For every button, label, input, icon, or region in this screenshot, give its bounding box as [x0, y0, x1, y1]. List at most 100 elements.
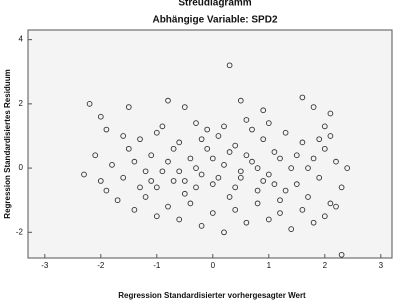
point	[249, 126, 255, 133]
point	[237, 168, 244, 175]
point	[305, 165, 311, 171]
point	[109, 162, 115, 168]
point	[215, 133, 222, 139]
point	[293, 152, 300, 159]
point	[277, 197, 283, 204]
point	[288, 165, 295, 171]
point	[176, 139, 183, 146]
point	[92, 152, 99, 159]
point	[170, 145, 177, 152]
point	[153, 184, 160, 191]
point	[125, 145, 132, 152]
point	[254, 165, 261, 171]
point	[305, 194, 311, 200]
point	[193, 184, 199, 191]
point	[204, 145, 211, 152]
point	[327, 133, 334, 139]
point	[193, 165, 199, 171]
point	[131, 206, 138, 213]
point	[333, 158, 339, 165]
point	[97, 178, 104, 184]
point	[288, 226, 295, 232]
point	[226, 194, 233, 200]
point	[159, 168, 166, 175]
point	[254, 200, 261, 207]
point	[299, 206, 306, 213]
x-tick-label: 3	[379, 261, 384, 270]
point	[299, 94, 306, 101]
point	[209, 210, 216, 216]
point	[198, 171, 205, 178]
point	[137, 136, 143, 143]
point	[137, 184, 143, 191]
y-tick-label: -2	[16, 227, 24, 236]
y-axis-label: Regression Standardisiertes Residuum	[3, 69, 12, 218]
point	[260, 107, 267, 114]
point	[232, 184, 239, 191]
point	[338, 184, 345, 191]
point	[282, 187, 289, 194]
point	[265, 171, 272, 178]
point	[321, 213, 328, 220]
point	[282, 129, 289, 136]
point	[299, 139, 306, 146]
chart-title: Streudiagramm	[178, 0, 251, 9]
point	[209, 155, 216, 162]
point	[321, 145, 328, 152]
point	[97, 113, 104, 120]
point	[293, 181, 300, 187]
point	[254, 187, 261, 194]
point	[221, 229, 227, 236]
point	[237, 97, 244, 104]
y-tick-label: 0	[19, 163, 24, 172]
point	[232, 142, 239, 149]
point	[310, 219, 317, 226]
point	[125, 104, 132, 110]
point	[209, 181, 216, 187]
point	[321, 123, 328, 130]
point	[159, 123, 166, 130]
point	[103, 126, 110, 133]
point	[187, 155, 194, 162]
point	[310, 104, 317, 110]
point	[260, 136, 267, 143]
point	[153, 213, 160, 220]
chart-subtitle: Abhängige Variable: SPD2	[152, 15, 277, 26]
point	[221, 123, 227, 130]
point	[142, 168, 149, 175]
point	[103, 187, 110, 194]
x-tick-label: 2	[323, 261, 328, 270]
point	[181, 178, 188, 184]
point	[232, 206, 239, 213]
x-tick-label: -2	[97, 261, 105, 270]
point	[114, 197, 121, 204]
point	[316, 174, 323, 181]
point	[226, 149, 233, 155]
point	[344, 165, 351, 171]
point	[170, 178, 177, 184]
x-axis-label: Regression Standardisierter vorhergesagt…	[118, 291, 306, 300]
point	[249, 158, 255, 165]
point	[86, 101, 93, 107]
point	[237, 174, 244, 181]
point	[271, 181, 278, 187]
point	[131, 158, 138, 165]
plot-area	[27, 29, 393, 259]
point	[198, 136, 205, 143]
point	[265, 216, 272, 223]
point	[187, 200, 194, 207]
point	[271, 149, 278, 155]
point	[265, 120, 272, 126]
point	[260, 178, 267, 184]
point	[327, 110, 334, 117]
point	[198, 223, 205, 229]
y-tick-label: 4	[19, 35, 24, 44]
point	[243, 219, 250, 226]
x-tick-label: -1	[153, 261, 161, 270]
point	[316, 136, 323, 143]
point	[333, 203, 339, 210]
point	[142, 194, 149, 200]
point	[277, 210, 283, 216]
